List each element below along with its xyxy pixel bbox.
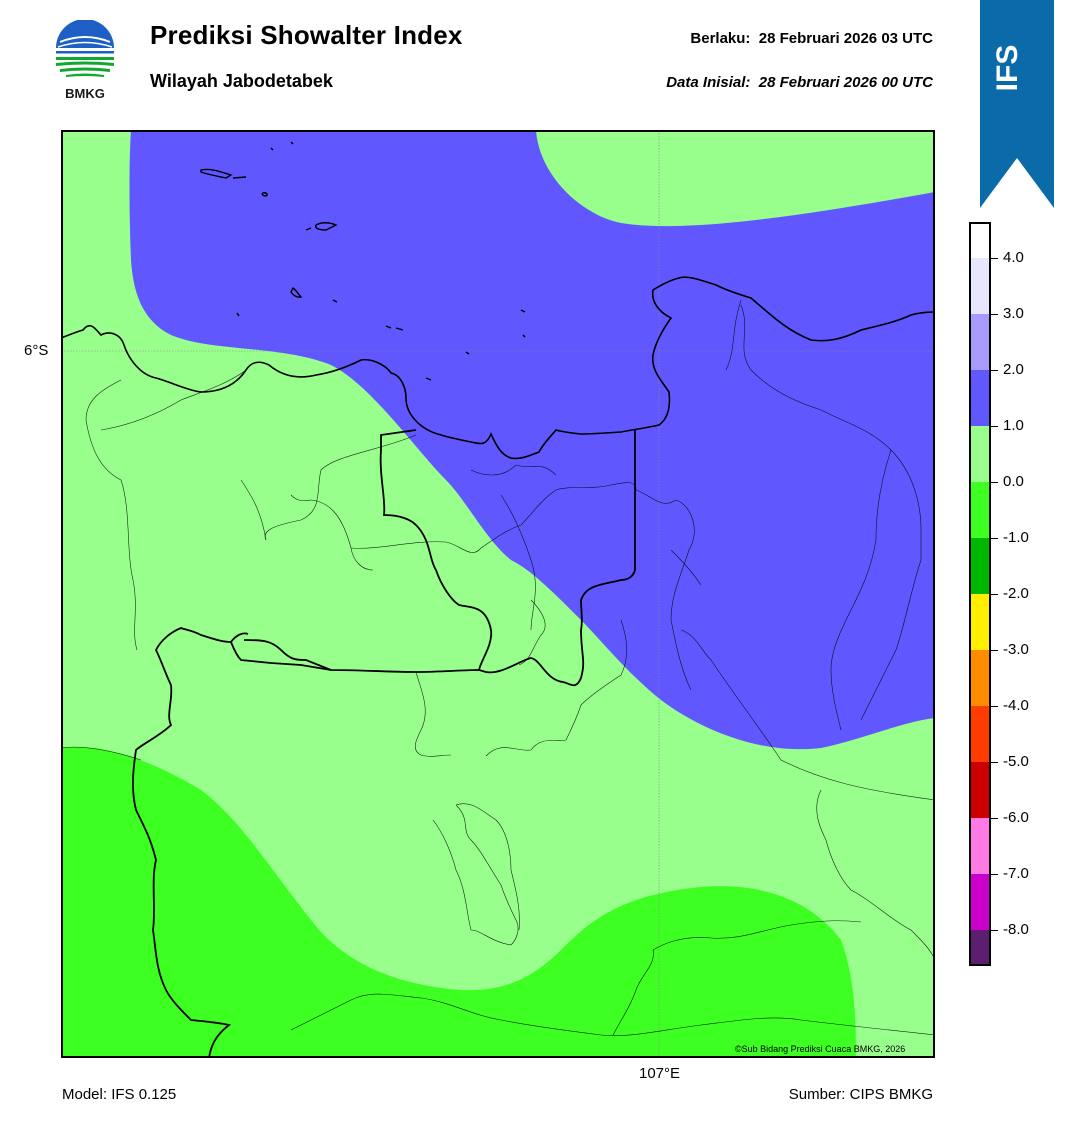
- colorbar-segment: [971, 426, 989, 482]
- colorbar-segment: [971, 874, 989, 930]
- colorbar-tick: [991, 482, 998, 483]
- page-title: Prediksi Showalter Index: [150, 20, 463, 50]
- colorbar-label: -4.0: [1003, 697, 1029, 714]
- province-boundaries: [132, 429, 636, 1056]
- svg-text:BMKG: BMKG: [65, 86, 105, 101]
- colorbar-tick: [991, 314, 998, 315]
- colorbar-segment: [971, 258, 989, 314]
- longitude-label: 107°E: [639, 1065, 681, 1082]
- source-label: Sumber: CIPS BMKG: [788, 1086, 933, 1103]
- colorbar-label: -3.0: [1003, 641, 1029, 658]
- colorbar: [969, 222, 991, 966]
- colorbar-label: 3.0: [1003, 305, 1024, 322]
- colorbar-label: 1.0: [1003, 417, 1024, 434]
- colorbar-segment: [971, 538, 989, 594]
- map-frame: [61, 130, 935, 1058]
- colorbar-segment: [971, 594, 989, 650]
- colorbar-tick: [991, 874, 998, 875]
- colorbar-tick: [991, 594, 998, 595]
- colorbar-tick: [991, 426, 998, 427]
- bmkg-logo: BMKG: [52, 19, 118, 102]
- district-boundaries: [63, 299, 933, 1036]
- colorbar-label: 0.0: [1003, 473, 1024, 490]
- colorbar-segment: [971, 650, 989, 706]
- colorbar-tick: [991, 930, 998, 931]
- map-credit: ©Sub Bidang Prediksi Cuaca BMKG, 2026: [735, 1044, 906, 1054]
- colorbar-segment: [971, 224, 989, 258]
- zone-neg1-to-0-southwest: [63, 746, 856, 1056]
- region-subtitle: Wilayah Jabodetabek: [150, 71, 333, 91]
- colorbar-segment: [971, 482, 989, 538]
- colorbar-tick: [991, 818, 998, 819]
- colorbar-segment: [971, 818, 989, 874]
- model-label: Model: IFS 0.125: [62, 1086, 177, 1103]
- colorbar-label: -1.0: [1003, 529, 1029, 546]
- colorbar-label: 4.0: [1003, 249, 1024, 266]
- colorbar-tick: [991, 538, 998, 539]
- colorbar-segment: [971, 314, 989, 370]
- colorbar-tick: [991, 370, 998, 371]
- colorbar-label: -7.0: [1003, 865, 1029, 882]
- colorbar-label: -5.0: [1003, 753, 1029, 770]
- init-time: Data Inisial: 28 Februari 2026 00 UTC: [666, 74, 933, 91]
- zone-1-to-2: [129, 132, 933, 750]
- colorbar-tick: [991, 650, 998, 651]
- colorbar-segment: [971, 706, 989, 762]
- colorbar-label: -6.0: [1003, 809, 1029, 826]
- colorbar-segment: [971, 930, 989, 964]
- colorbar-tick: [991, 258, 998, 259]
- colorbar-tick: [991, 706, 998, 707]
- ribbon-label: IFS: [991, 45, 1024, 92]
- colorbar-segment: [971, 762, 989, 818]
- colorbar-segment: [971, 370, 989, 426]
- colorbar-label: -8.0: [1003, 921, 1029, 938]
- valid-time: Berlaku: 28 Februari 2026 03 UTC: [690, 30, 933, 47]
- showalter-map: [61, 130, 935, 1058]
- latitude-label: 6°S: [24, 342, 49, 359]
- colorbar-label: 2.0: [1003, 361, 1024, 378]
- colorbar-label: -2.0: [1003, 585, 1029, 602]
- model-ribbon: IFS: [980, 0, 1054, 208]
- coastline: [63, 276, 933, 460]
- colorbar-tick: [991, 762, 998, 763]
- islands: [200, 141, 526, 381]
